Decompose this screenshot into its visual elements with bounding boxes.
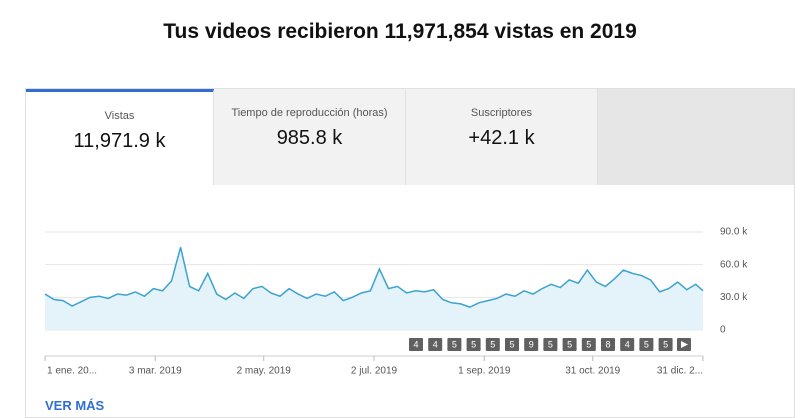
event-marker: [581, 338, 596, 351]
tab-value: 11,971.9 k: [73, 130, 166, 152]
tab-value: +42.1 k: [468, 127, 535, 149]
event-count: 5: [509, 339, 514, 349]
tab[interactable]: Tiempo de reproducción (horas) 985.8 k: [214, 89, 406, 185]
tab-empty: [598, 89, 794, 185]
event-marker: [466, 338, 481, 351]
y-tick-label: 0: [720, 325, 726, 336]
page: Tus videos recibieron 11,971,854 vistas …: [25, 20, 795, 418]
tab-label: Vistas: [104, 110, 135, 122]
event-marker: [562, 338, 577, 351]
event-count: 5: [452, 339, 457, 349]
tab-value: 985.8 k: [276, 127, 343, 149]
event-marker: [428, 338, 443, 351]
x-tick-label: 2 may. 2019: [237, 366, 292, 377]
event-count: 5: [586, 339, 591, 349]
y-tick-label: 90.0 k: [720, 227, 748, 238]
x-tick-label: 31 oct. 2019: [565, 366, 620, 377]
tab[interactable]: Vistas 11,971.9 k: [26, 89, 214, 185]
event-count: 8: [605, 339, 610, 349]
event-marker: [524, 338, 539, 351]
event-count: 9: [529, 339, 534, 349]
event-count: 5: [663, 339, 668, 349]
area: [45, 247, 703, 330]
event-count: 4: [433, 339, 438, 349]
line: [44, 247, 704, 308]
x-tick-label: 3 mar. 2019: [129, 366, 182, 377]
page-title: Tus videos recibieron 11,971,854 vistas …: [163, 20, 637, 43]
event-marker: [639, 338, 654, 351]
event-marker: [658, 338, 673, 351]
x-tick-label: 2 jul. 2019: [351, 366, 398, 377]
event-count: 5: [644, 339, 649, 349]
event-marker: [409, 338, 423, 351]
play-icon: [681, 341, 688, 348]
event-count: 5: [471, 339, 476, 349]
y-tick-label: 30.0 k: [720, 292, 748, 303]
event-marker: [620, 338, 635, 351]
event-count: 4: [625, 339, 630, 349]
x-tick-label: 1 sep. 2019: [458, 366, 511, 377]
chart: 0 30.0 k 60.0 k 90.0 k 1 ene. 20... 3 mar. 20…: [44, 227, 748, 377]
x-tick-label: 31 dic. 2...: [657, 366, 703, 377]
tab-label: Suscriptores: [470, 107, 533, 119]
event-marker: [447, 338, 462, 351]
tab[interactable]: Suscriptores +42.1 k: [406, 89, 598, 185]
analytics-card: Vistas 11,971.9 k Tiempo de reproducción…: [25, 88, 795, 418]
event-marker: [485, 338, 500, 351]
event-marker: [601, 338, 615, 351]
event-marker: [505, 338, 519, 351]
event-count: 4: [413, 339, 418, 349]
event-count: 5: [548, 339, 553, 349]
x-tick-label: 1 ene. 20...: [47, 366, 97, 377]
event-count: 5: [567, 339, 572, 349]
event-count: 5: [490, 339, 495, 349]
event-marker: [543, 338, 558, 351]
tab-label: Tiempo de reproducción (horas): [231, 107, 388, 119]
y-tick-label: 60.0 k: [720, 259, 748, 270]
